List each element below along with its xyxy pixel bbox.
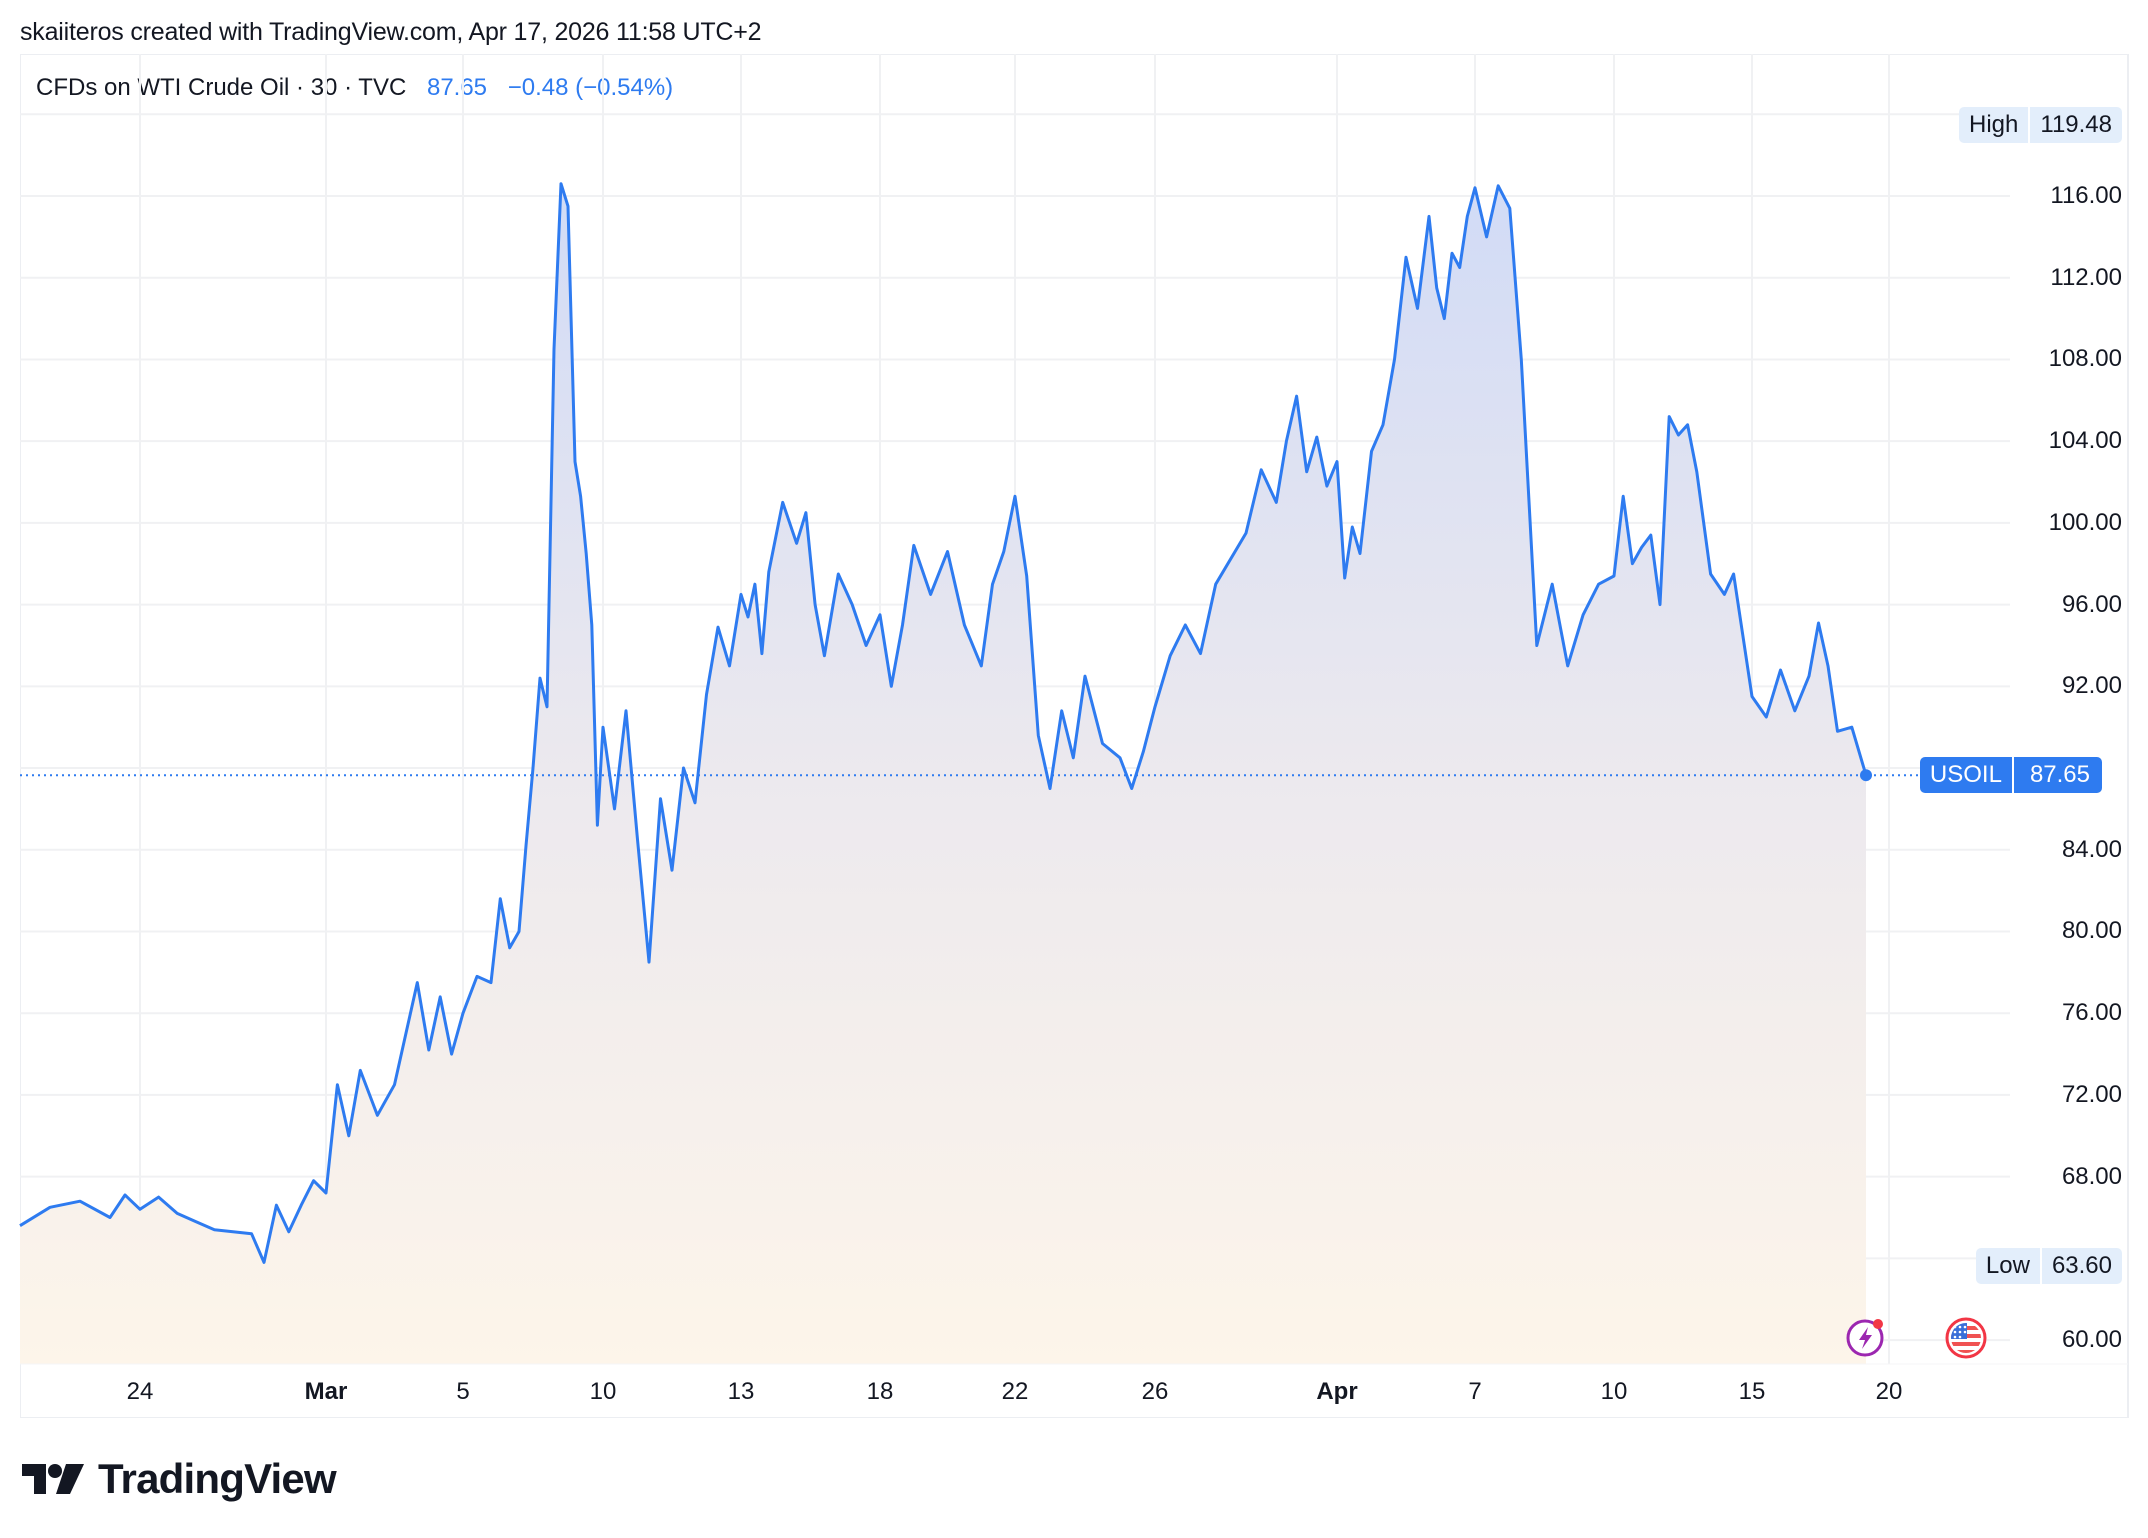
current-price-value: 87.65 (2013, 757, 2102, 794)
current-price-dot (1860, 769, 1872, 782)
time-axis-label: 7 (1468, 1378, 1482, 1405)
symbol-title[interactable]: CFDs on WTI Crude Oil · 30 · TVC (36, 74, 407, 101)
time-axis-label: Mar (304, 1378, 348, 1405)
high-label: High (1959, 107, 2029, 143)
price-axis-label: 116.00 (2050, 182, 2122, 209)
tradingview-logo-icon (22, 1464, 84, 1494)
symbol-legend: CFDs on WTI Crude Oil · 30 · TVC 87.65 −… (36, 74, 673, 102)
time-axis-label: 26 (1141, 1378, 1169, 1405)
price-axis-label: 84.00 (2061, 835, 2122, 863)
time-axis-label: 5 (456, 1378, 470, 1405)
price-axis-label: 76.00 (2061, 999, 2122, 1027)
price-change: −0.48 (−0.54%) (507, 74, 674, 101)
high-value: 119.48 (2030, 107, 2122, 143)
price-axis-label: 112.00 (2050, 263, 2122, 291)
low-value: 63.60 (2041, 1248, 2122, 1284)
current-price-badge: USOIL 87.65 (1919, 757, 2102, 794)
us-flag-icon[interactable] (1944, 1316, 1987, 1359)
price-axis-label: 68.00 (2061, 1162, 2122, 1190)
chart-attribution: skaiiteros created with TradingView.com,… (20, 18, 762, 46)
price-area-fill (20, 183, 1866, 1365)
price-axis-label: 100.00 (2048, 508, 2122, 536)
price-axis-label: 96.00 (2061, 590, 2122, 618)
time-axis-label: 10 (1600, 1378, 1628, 1405)
price-axis-label: 108.00 (2048, 345, 2122, 373)
price-axis-label: 80.00 (2061, 917, 2122, 945)
time-axis-label: Apr (1316, 1378, 1358, 1405)
high-badge: High 119.48 (1959, 107, 2122, 143)
time-axis-label: 15 (1738, 1378, 1766, 1405)
price-axis-label: 72.00 (2061, 1080, 2122, 1108)
symbol-ticker: USOIL (1919, 757, 2012, 794)
price-axis-label: 60.00 (2061, 1326, 2122, 1354)
lightning-events-icon[interactable] (1845, 1316, 1887, 1358)
price-line (19, 182, 1868, 1264)
low-badge: Low 63.60 (1975, 1248, 2122, 1284)
time-axis-label: 20 (1875, 1378, 1903, 1405)
tradingview-logo[interactable]: TradingView (22, 1455, 337, 1503)
price-axis-label: 104.00 (2048, 427, 2122, 455)
time-axis-label: 24 (126, 1378, 154, 1405)
time-axis-label: 13 (727, 1378, 755, 1405)
last-price: 87.65 (426, 74, 488, 101)
time-axis-label: 18 (866, 1378, 894, 1405)
low-label: Low (1975, 1248, 2040, 1284)
tradingview-logo-text: TradingView (98, 1455, 337, 1502)
time-axis-label: 22 (1001, 1378, 1029, 1405)
price-axis-label: 92.00 (2061, 672, 2122, 700)
time-axis-label: 10 (589, 1378, 617, 1405)
